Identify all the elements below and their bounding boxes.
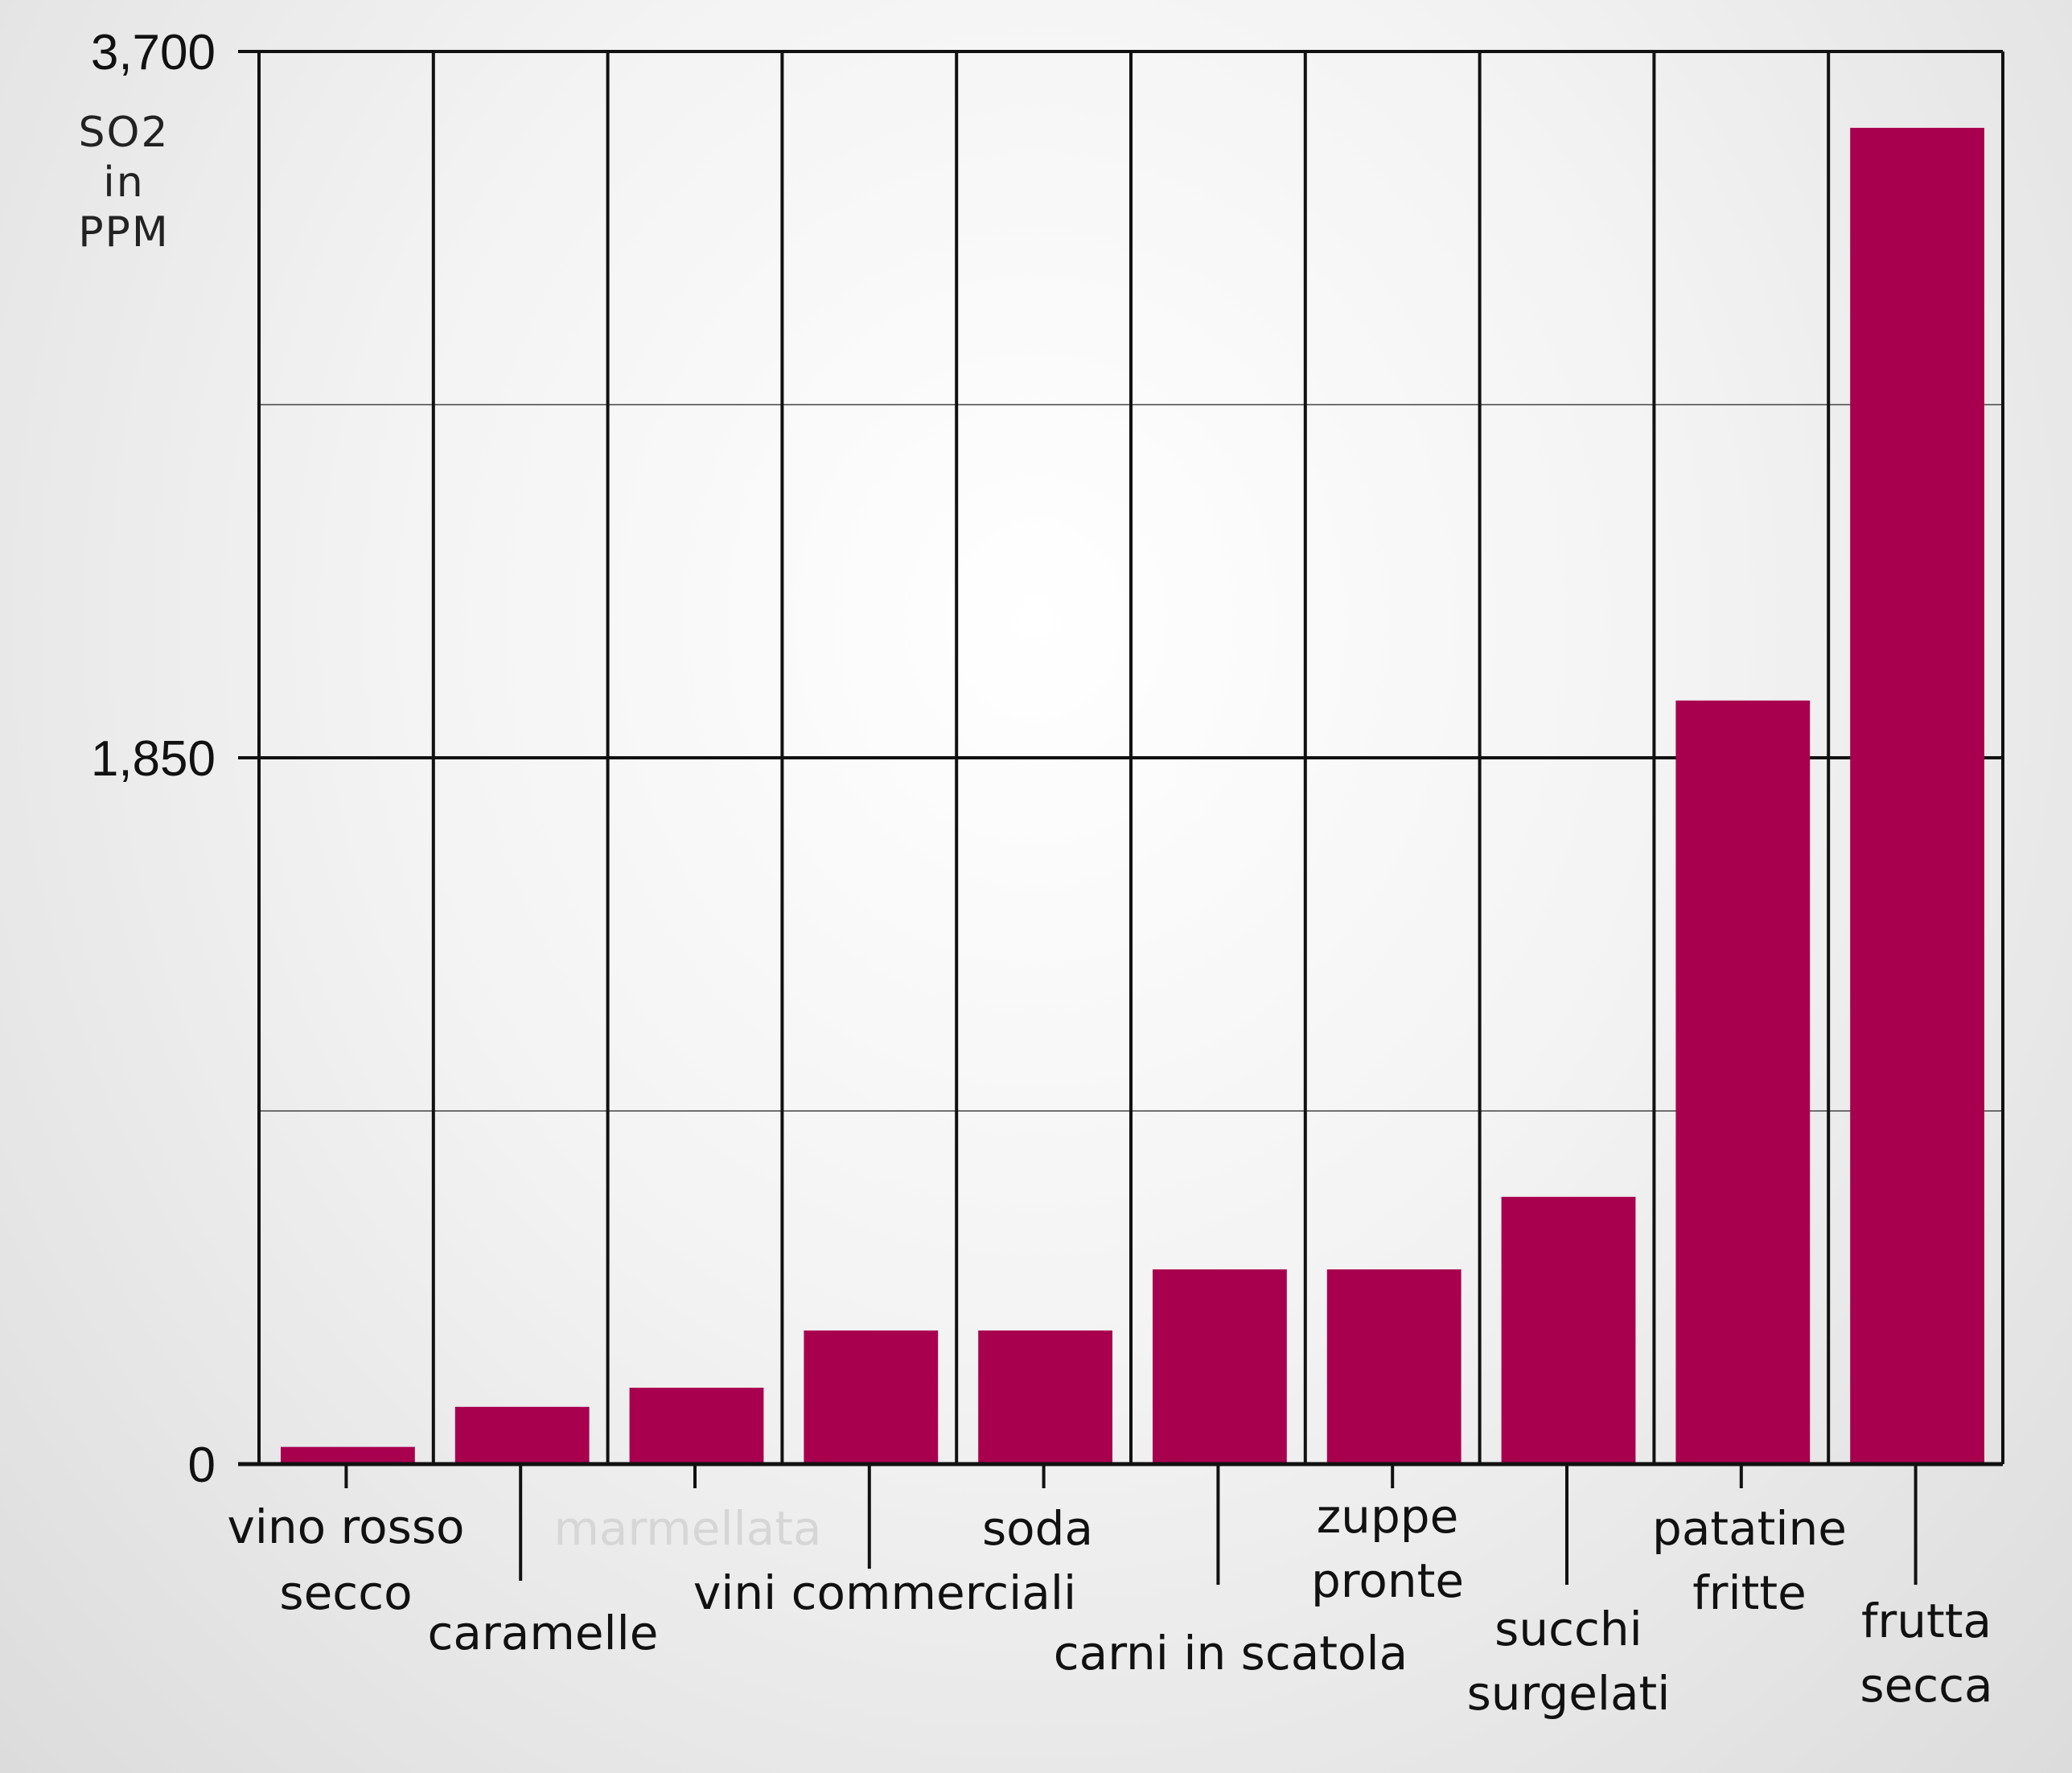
bar-7 <box>1501 1196 1636 1464</box>
category-label-9: secca <box>1860 1658 1992 1713</box>
category-label-0: secco <box>279 1565 412 1620</box>
category-label-8: patatine <box>1652 1501 1847 1556</box>
category-label-8: fritte <box>1692 1565 1807 1620</box>
category-label-3: vini commerciali <box>693 1565 1076 1620</box>
y-axis-unit-label: PPM <box>78 208 170 257</box>
grid <box>238 50 2004 1466</box>
y-tick-label: 0 <box>188 1438 216 1493</box>
bar-6 <box>1326 1269 1462 1464</box>
y-axis-unit-label: SO2 <box>78 109 169 157</box>
category-label-6: zuppe <box>1317 1489 1459 1544</box>
y-axis-unit-label: in <box>103 158 144 207</box>
category-label-0: vino rosso <box>227 1499 464 1554</box>
bar-1 <box>454 1406 590 1464</box>
bar-2 <box>629 1388 764 1464</box>
bar-3 <box>804 1330 939 1464</box>
category-label-7: succhi <box>1494 1602 1642 1656</box>
category-label-9: frutta <box>1861 1594 1992 1648</box>
category-label-1: caramelle <box>428 1606 659 1660</box>
category-label-4: soda <box>982 1501 1093 1556</box>
y-tick-label: 3,700 <box>91 25 216 80</box>
bars <box>281 127 1984 1464</box>
axes <box>238 1462 2003 1585</box>
category-label-5: carni in scatola <box>1054 1626 1408 1680</box>
category-label-6: pronte <box>1311 1553 1464 1608</box>
category-label-7: surgelati <box>1467 1666 1671 1721</box>
y-tick-label: 1,850 <box>91 731 216 787</box>
category-label-2: marmellata <box>553 1501 821 1556</box>
bar-5 <box>1153 1269 1287 1464</box>
bar-8 <box>1675 700 1811 1464</box>
bar-9 <box>1850 127 1984 1464</box>
bar-4 <box>978 1330 1112 1464</box>
bar-0 <box>281 1446 415 1464</box>
